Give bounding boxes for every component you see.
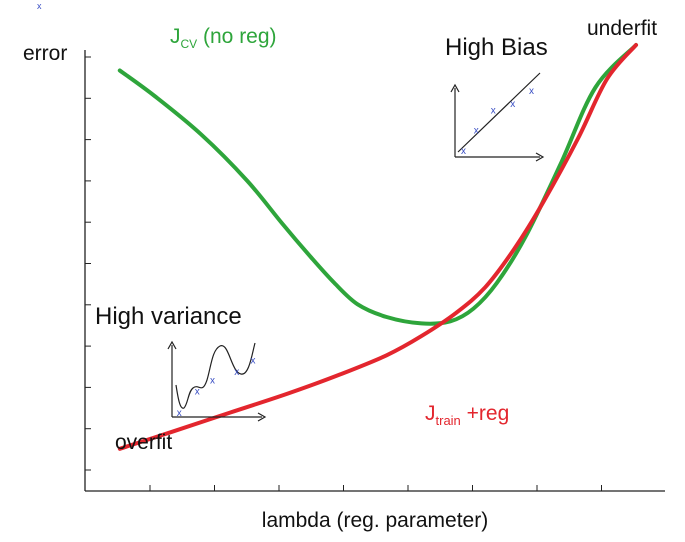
x-axis-label: lambda (reg. parameter) [262,509,488,532]
inset-bias-point: x [461,146,466,157]
jtrain-suffix: +reg [461,402,509,425]
inset-bias-point: x [474,125,479,136]
jtrain-sub: train [436,413,461,428]
inset-bias-y-arrow [450,83,460,93]
jcv-main: J [170,25,181,48]
inset-variance-point: x [234,367,239,378]
inset-variance-fit-curve [175,342,256,409]
inset-bias-point: x [510,99,515,110]
annotation-high-variance: High variance [95,303,242,330]
inset-variance-y-arrow [167,340,177,350]
jtrain-main: J [425,402,436,425]
inset-variance-x-arrow [257,412,267,422]
inset-bias-x-arrow [535,152,545,162]
jcv-sub: CV [181,37,198,51]
inset-variance-point: x [195,386,200,397]
inset-variance-point: x [177,408,182,419]
inset-bias-fit-line [457,72,541,153]
series-label-jtrain: Jtrain +reg [425,402,509,428]
inset-bias-point: x [491,105,496,116]
inset-bias-point: x [529,86,534,97]
jcv-suffix: (no reg) [197,25,276,48]
x-axis-ticks [149,485,602,491]
annotation-underfit: underfit [587,17,657,40]
inset-variance-point: x [251,355,256,366]
series-line-jtrain [117,43,638,451]
stray-x-marker: x [37,1,42,11]
y-axis-ticks [85,56,91,471]
annotation-overfit: overfit [115,431,172,454]
inset-variance-point: x [210,376,215,387]
series-label-jcv: JCV (no reg) [170,25,277,51]
y-axis-label: error [23,42,67,65]
annotation-high-bias: High Bias [445,34,548,61]
series-line-jcv [117,43,638,326]
